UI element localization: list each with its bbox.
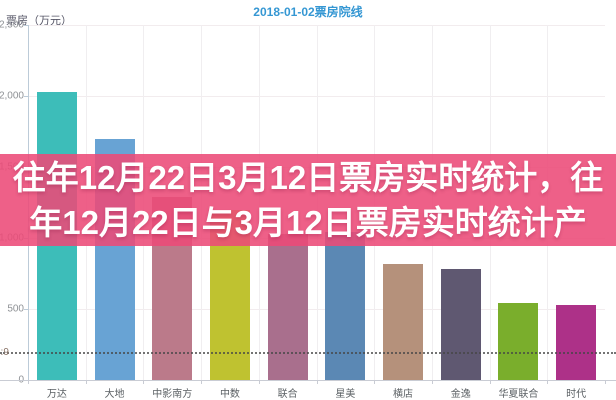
overlay-title-line2: 年12月22日与3月12日票房实时统计产 bbox=[29, 204, 587, 241]
x-tick-label: 大地 bbox=[104, 389, 125, 400]
x-tick-label: 横店 bbox=[393, 389, 414, 400]
bar-横店 bbox=[383, 263, 424, 380]
y-axis-tick bbox=[24, 96, 28, 97]
chart-title: 2018-01-02票房院线 bbox=[253, 5, 363, 19]
x-axis-tick bbox=[143, 380, 145, 384]
markline-label: 5:9 bbox=[0, 347, 9, 359]
y-tick-label: 2,500 bbox=[0, 19, 24, 31]
bar-时代 bbox=[556, 305, 597, 380]
x-axis-line bbox=[0, 380, 616, 381]
overlay-banner: 往年12月22日3月12日票房实时统计，往 年12月22日与3月12日票房实时统… bbox=[0, 154, 616, 246]
x-axis-tick bbox=[201, 380, 203, 384]
bar-联合 bbox=[267, 233, 308, 380]
x-tick-label: 时代 bbox=[566, 389, 587, 400]
y-axis-tick bbox=[24, 25, 28, 26]
bar-华夏联合 bbox=[498, 303, 539, 380]
x-axis-tick bbox=[85, 380, 87, 384]
x-axis-tick bbox=[374, 380, 376, 384]
x-axis-tick bbox=[258, 380, 260, 384]
x-tick-label: 金逸 bbox=[450, 389, 471, 400]
x-axis-tick bbox=[28, 380, 29, 384]
y-tick-label: 2,000 bbox=[0, 90, 24, 102]
x-tick-label: 星美 bbox=[335, 389, 356, 400]
y-tick-label: 500 bbox=[7, 303, 24, 315]
x-tick-label: 华夏联合 bbox=[498, 389, 539, 400]
x-tick-label: 中影南方 bbox=[152, 389, 193, 400]
bar-金逸 bbox=[440, 269, 481, 380]
y-axis-title: 票房（万元） bbox=[6, 15, 72, 27]
y-axis-tick bbox=[24, 309, 28, 310]
average-markline bbox=[0, 352, 616, 355]
x-tick-label: 中数 bbox=[219, 389, 240, 400]
x-axis-tick bbox=[316, 380, 318, 384]
x-axis-tick bbox=[489, 380, 491, 384]
x-tick-label: 联合 bbox=[277, 389, 298, 400]
x-axis-tick bbox=[547, 380, 549, 384]
x-tick-label: 万达 bbox=[46, 389, 67, 400]
overlay-title-line1: 往年12月22日3月12日票房实时统计，往 bbox=[12, 159, 604, 196]
x-axis-tick bbox=[605, 380, 606, 384]
bar-星美 bbox=[325, 232, 366, 380]
x-axis-tick bbox=[431, 380, 433, 384]
